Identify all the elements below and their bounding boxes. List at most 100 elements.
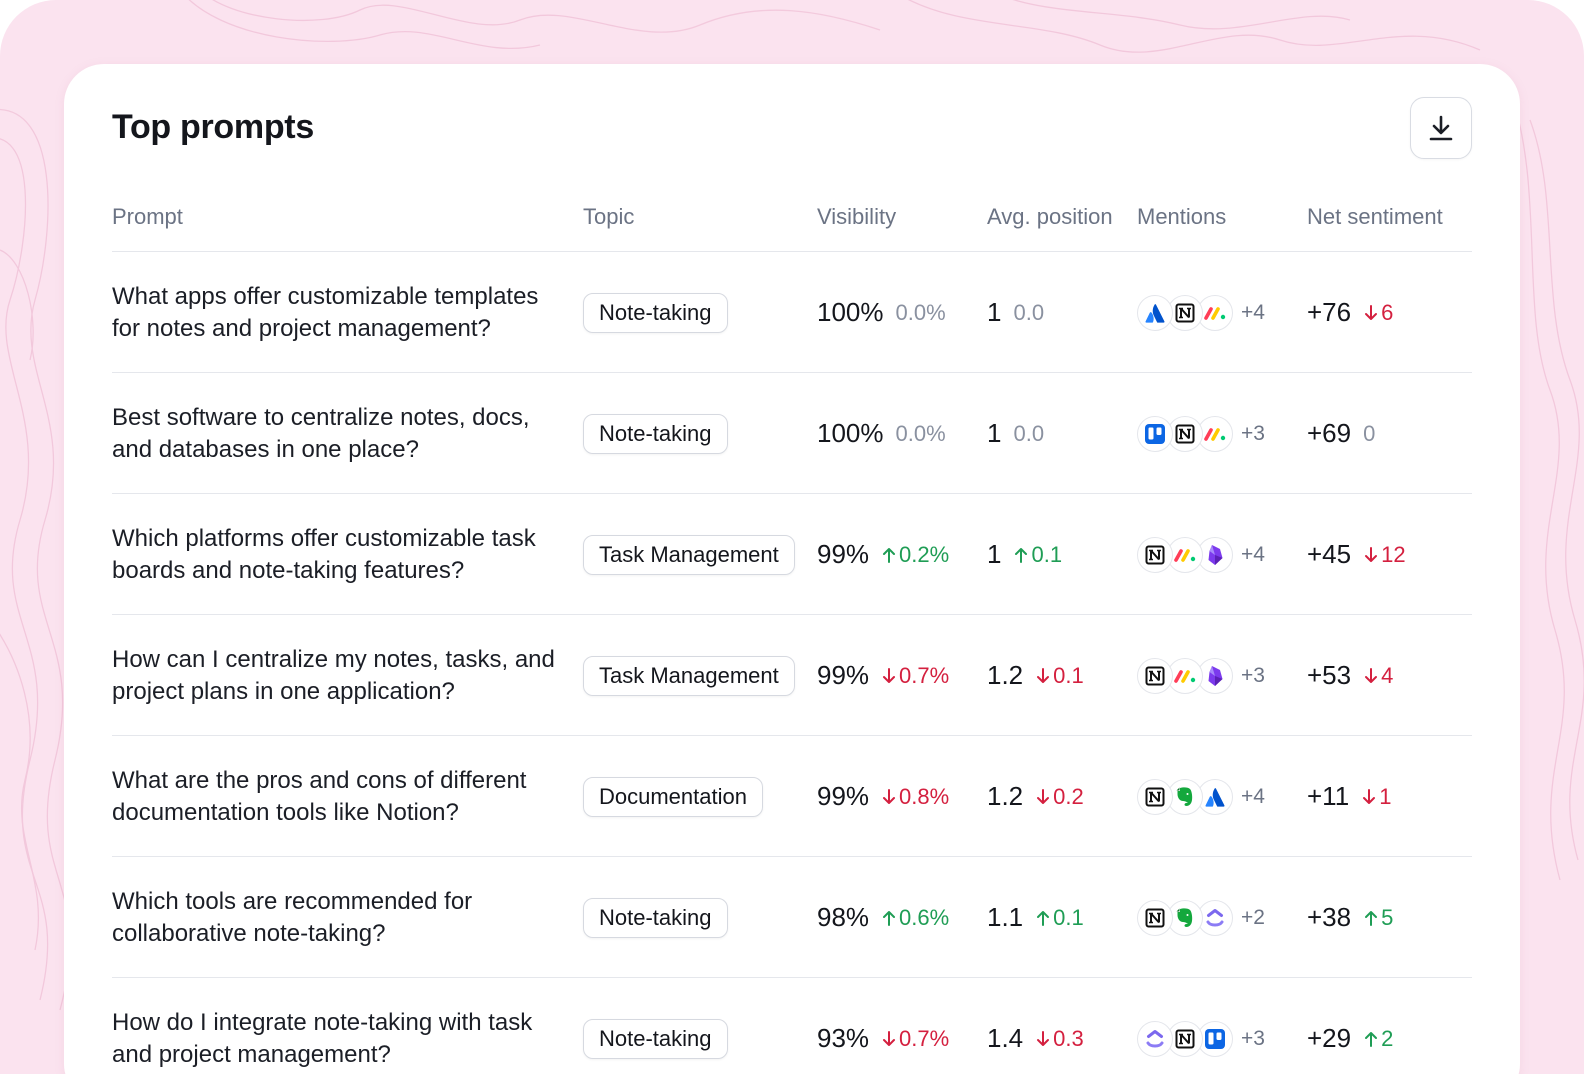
topic-cell: Note-taking	[583, 857, 728, 978]
sentiment-change: 1	[1361, 784, 1391, 810]
download-icon	[1429, 115, 1453, 141]
table-row[interactable]: How do I integrate note-taking with task…	[112, 978, 1472, 1074]
position-value: 1	[987, 539, 1002, 569]
topic-badge[interactable]: Note-taking	[583, 292, 728, 333]
sentiment-cell: +11 1	[1307, 736, 1391, 857]
header-topic[interactable]: Topic	[583, 204, 635, 229]
mentions-more-count: +3	[1241, 663, 1265, 687]
topic-badge[interactable]: Documentation	[583, 776, 763, 817]
position-change: 0.1	[1013, 542, 1062, 568]
mentions-more-count: +3	[1241, 421, 1265, 445]
position-cell: 1.2 0.2	[987, 736, 1084, 857]
mentions-logos[interactable]	[1137, 778, 1233, 815]
mentions-cell: +2	[1137, 857, 1265, 978]
table-row[interactable]: Best software to centralize notes, docs,…	[112, 373, 1472, 494]
obsidian-icon	[1197, 657, 1233, 694]
sentiment-change: 0	[1363, 420, 1376, 446]
mentions-cell: +3	[1137, 373, 1265, 494]
header-mentions[interactable]: Mentions	[1137, 204, 1227, 229]
visibility-cell: 99% 0.8%	[817, 736, 949, 857]
clickup-icon	[1197, 899, 1233, 936]
table-row[interactable]: Which platforms offer customizable task …	[112, 494, 1472, 615]
position-value: 1.1	[987, 902, 1024, 932]
topic-badge[interactable]: Note-taking	[583, 897, 728, 938]
header-avg-position[interactable]: Avg. position	[987, 204, 1113, 229]
visibility-cell: 98% 0.6%	[817, 857, 949, 978]
arrow-down-icon	[1365, 667, 1378, 683]
table-row[interactable]: How can I centralize my notes, tasks, an…	[112, 615, 1472, 736]
header-visibility[interactable]: Visibility	[817, 204, 897, 229]
visibility-cell: 93% 0.7%	[817, 978, 949, 1074]
arrow-down-icon	[1037, 1030, 1050, 1046]
mentions-cell: +4	[1137, 494, 1265, 615]
sentiment-cell: +76 6	[1307, 252, 1393, 373]
table-header: Prompt Topic Visibility Avg. position Me…	[112, 186, 1472, 252]
visibility-value: 99%	[817, 781, 870, 811]
notion-icon	[1167, 294, 1203, 331]
position-value: 1	[987, 418, 1002, 448]
topic-badge[interactable]: Task Management	[583, 534, 795, 575]
position-cell: 1 0.1	[987, 494, 1062, 615]
mentions-logos[interactable]	[1137, 899, 1233, 936]
evernote-icon	[1167, 899, 1203, 936]
header-prompt[interactable]: Prompt	[112, 204, 183, 229]
notion-icon	[1167, 415, 1203, 452]
prompt-text: Best software to centralize notes, docs,…	[112, 403, 530, 463]
table-row[interactable]: What apps offer customizable templates f…	[112, 252, 1472, 373]
mentions-more-count: +2	[1241, 905, 1265, 929]
mentions-more-count: +4	[1241, 300, 1265, 324]
sentiment-change: 12	[1363, 542, 1406, 568]
sentiment-cell: +29 2	[1307, 978, 1393, 1074]
mentions-logos[interactable]	[1137, 415, 1233, 452]
mentions-logos[interactable]	[1137, 536, 1233, 573]
topic-badge[interactable]: Note-taking	[583, 413, 728, 454]
table-row[interactable]: What are the pros and cons of different …	[112, 736, 1472, 857]
arrow-down-icon	[1365, 546, 1378, 562]
notion-icon	[1167, 1020, 1203, 1057]
sentiment-cell: +45 12	[1307, 494, 1406, 615]
arrow-down-icon	[883, 667, 896, 683]
sentiment-value: +69	[1307, 418, 1352, 448]
topic-cell: Note-taking	[583, 252, 728, 373]
notion-icon	[1137, 536, 1173, 573]
position-value: 1.2	[987, 781, 1024, 811]
sentiment-change: 2	[1363, 1026, 1393, 1052]
mentions-logos[interactable]	[1137, 657, 1233, 694]
mentions-logos[interactable]	[1137, 1020, 1233, 1057]
arrow-down-icon	[1363, 788, 1376, 804]
sentiment-value: +76	[1307, 297, 1352, 327]
visibility-value: 100%	[817, 418, 884, 448]
mentions-cell: +4	[1137, 252, 1265, 373]
visibility-change: 0.2%	[881, 542, 949, 568]
download-button[interactable]	[1410, 97, 1472, 159]
topic-badge[interactable]: Task Management	[583, 655, 795, 696]
prompt-text: How do I integrate note-taking with task…	[112, 1008, 533, 1068]
clickup-icon	[1137, 1020, 1173, 1057]
mentions-more-count: +4	[1241, 784, 1265, 808]
mentions-more-count: +4	[1241, 542, 1265, 566]
arrow-down-icon	[883, 1030, 896, 1046]
table-row[interactable]: Which tools are recommended for collabor…	[112, 857, 1472, 978]
arrow-down-icon	[1037, 788, 1050, 804]
visibility-value: 100%	[817, 297, 884, 327]
notion-icon	[1137, 899, 1173, 936]
visibility-cell: 100% 0.0%	[817, 373, 946, 494]
visibility-cell: 99% 0.2%	[817, 494, 949, 615]
topic-cell: Task Management	[583, 494, 795, 615]
position-change: 0.3	[1035, 1026, 1084, 1052]
atlassian-icon	[1197, 778, 1233, 815]
topic-badge[interactable]: Note-taking	[583, 1018, 728, 1059]
visibility-value: 98%	[817, 902, 870, 932]
arrow-up-icon	[1365, 910, 1378, 926]
mentions-cell: +3	[1137, 615, 1265, 736]
sentiment-change: 4	[1363, 663, 1393, 689]
evernote-icon	[1167, 778, 1203, 815]
position-cell: 1.2 0.1	[987, 615, 1084, 736]
arrow-up-icon	[883, 910, 896, 926]
position-cell: 1 0.0	[987, 252, 1044, 373]
mentions-logos[interactable]	[1137, 294, 1233, 331]
sentiment-value: +53	[1307, 660, 1352, 690]
visibility-change: 0.7%	[881, 663, 949, 689]
header-net-sentiment[interactable]: Net sentiment	[1307, 204, 1443, 229]
sentiment-cell: +69 0	[1307, 373, 1375, 494]
